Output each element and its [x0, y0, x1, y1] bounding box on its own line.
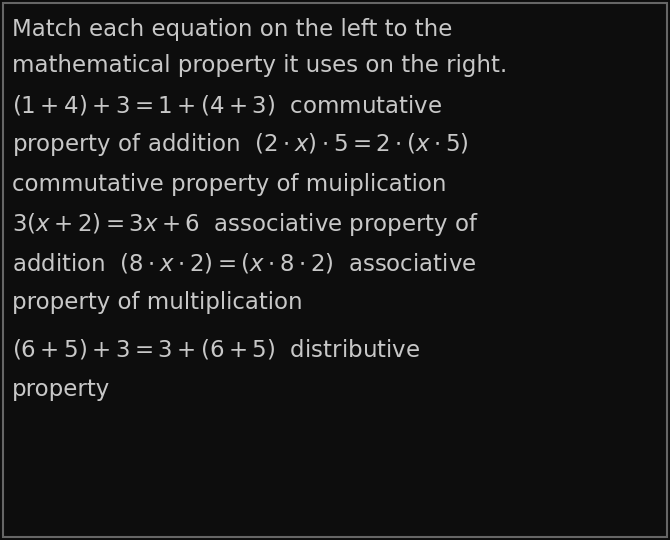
- Text: Match each equation on the left to the: Match each equation on the left to the: [12, 18, 452, 41]
- Text: property of multiplication: property of multiplication: [12, 291, 303, 314]
- Text: $3(x+2)=3x+6$  associative property of: $3(x+2)=3x+6$ associative property of: [12, 211, 479, 238]
- Text: commutative property of muiplication: commutative property of muiplication: [12, 173, 447, 196]
- Text: property of addition  $(2 \cdot x) \cdot 5 = 2 \cdot (x \cdot 5)$: property of addition $(2 \cdot x) \cdot …: [12, 131, 468, 158]
- Text: property: property: [12, 379, 111, 401]
- Text: $(6+5)+3=3+(6+5)$  distributive: $(6+5)+3=3+(6+5)$ distributive: [12, 338, 420, 362]
- Text: $(1+4)+3=1+(4+3)$  commutative: $(1+4)+3=1+(4+3)$ commutative: [12, 93, 442, 117]
- Text: addition  $(8 \cdot x \cdot 2) = (x \cdot 8 \cdot 2)$  associative: addition $(8 \cdot x \cdot 2) = (x \cdot…: [12, 252, 477, 275]
- Text: mathematical property it uses on the right.: mathematical property it uses on the rig…: [12, 55, 507, 77]
